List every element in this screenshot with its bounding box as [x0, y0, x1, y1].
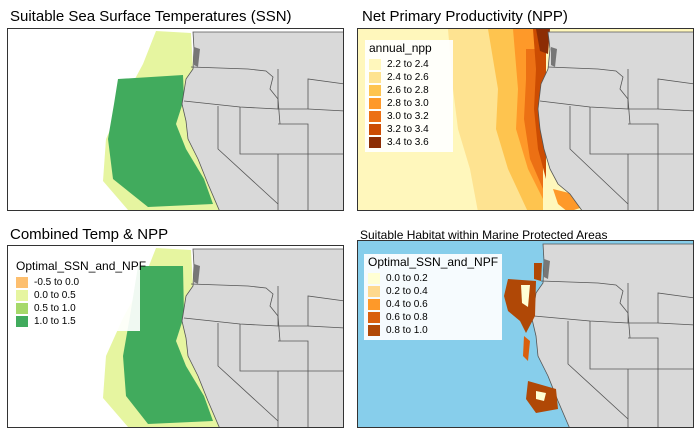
- legend-item: 3.4 to 3.6: [369, 136, 449, 149]
- ssn-panel-title: Suitable Sea Surface Temperatures (SSN): [10, 8, 292, 25]
- land-mass: [531, 243, 693, 427]
- legend-item: 0.6 to 0.8: [368, 311, 498, 324]
- legend-label: 0.0 to 0.2: [386, 273, 428, 284]
- mpa-habitat-light: [521, 285, 530, 307]
- legend-label: 2.8 to 3.0: [387, 98, 429, 109]
- legend-label: 0.4 to 0.6: [386, 299, 428, 310]
- legend-label: 0.2 to 0.4: [386, 286, 428, 297]
- npp-class-7: [536, 29, 550, 54]
- legend-item: 2.4 to 2.6: [369, 71, 449, 84]
- legend-item: 1.0 to 1.5: [16, 315, 136, 328]
- puget-sound-islands: [544, 259, 550, 279]
- land-mass: [181, 31, 343, 210]
- legend-item: -0.5 to 0.0: [16, 276, 136, 289]
- legend-label: 0.6 to 0.8: [386, 312, 428, 323]
- combined-panel-title: Combined Temp & NPP: [10, 226, 169, 243]
- state-borders: [183, 283, 343, 427]
- legend-item: 0.2 to 0.4: [368, 285, 498, 298]
- legend-swatch: [16, 290, 28, 301]
- legend-label: 0.8 to 1.0: [386, 325, 428, 336]
- legend-swatch: [369, 124, 381, 135]
- legend-rows: -0.5 to 0.0 0.0 to 0.5 0.5 to 1.0 1.0 to 1.…: [16, 276, 136, 328]
- mpa-panel-title: Suitable Habitat within Marine Protected…: [360, 228, 608, 242]
- ssn-map: [7, 28, 344, 211]
- legend-item: 3.2 to 3.4: [369, 123, 449, 136]
- legend-item: 0.0 to 0.5: [16, 289, 136, 302]
- legend-swatch: [16, 303, 28, 314]
- legend-item: 0.0 to 0.2: [368, 272, 498, 285]
- legend-swatch: [369, 72, 381, 83]
- legend-item: 2.2 to 2.4: [369, 58, 449, 71]
- legend-item: 0.4 to 0.6: [368, 298, 498, 311]
- puget-sound-islands: [194, 47, 200, 67]
- land-mass: [181, 248, 343, 427]
- legend-swatch: [368, 312, 380, 323]
- legend-rows: 0.0 to 0.2 0.2 to 0.4 0.4 to 0.6 0.6 to 0.8…: [368, 272, 498, 337]
- state-borders: [533, 280, 693, 427]
- legend-label: 1.0 to 1.5: [34, 316, 76, 327]
- legend-label: 2.4 to 2.6: [387, 72, 429, 83]
- state-borders: [183, 66, 343, 210]
- legend-item: 0.5 to 1.0: [16, 302, 136, 315]
- legend-title: Optimal_SSN_and_NPF: [16, 259, 147, 273]
- legend-label: -0.5 to 0.0: [34, 277, 80, 288]
- legend-swatch: [16, 316, 28, 327]
- puget-sound-islands: [194, 264, 200, 284]
- mpa-habitat-coastal: [523, 336, 530, 361]
- mpa-legend: Optimal_SSN_and_NPF 0.0 to 0.2 0.2 to 0.4…: [364, 254, 502, 340]
- land-mass: [537, 31, 693, 210]
- legend-item: 3.0 to 3.2: [369, 110, 449, 123]
- legend-swatch: [369, 59, 381, 70]
- legend-swatch: [368, 286, 380, 297]
- legend-swatch: [369, 137, 381, 148]
- combined-legend: Optimal_SSN_and_NPF -0.5 to 0.0 0.0 to 0.…: [12, 258, 147, 331]
- mpa-habitat-channel: [536, 391, 546, 401]
- legend-rows: 2.2 to 2.4 2.4 to 2.6 2.6 to 2.8 2.8 to 3.0…: [369, 58, 449, 149]
- legend-item: 0.8 to 1.0: [368, 324, 498, 337]
- legend-label: 0.0 to 0.5: [34, 290, 76, 301]
- legend-title: Optimal_SSN_and_NPF: [368, 255, 499, 269]
- npp-panel-title: Net Primary Productivity (NPP): [362, 8, 568, 25]
- npp-southern-bloom: [553, 189, 583, 210]
- legend-label: 0.5 to 1.0: [34, 303, 76, 314]
- legend-item: 2.8 to 3.0: [369, 97, 449, 110]
- legend-swatch: [369, 85, 381, 96]
- combined-map-svg: [8, 246, 343, 427]
- state-borders: [539, 66, 693, 210]
- mpa-habitat-north: [534, 263, 542, 281]
- legend-swatch: [369, 111, 381, 122]
- legend-swatch: [368, 299, 380, 310]
- legend-label: 3.4 to 3.6: [387, 137, 429, 148]
- legend-swatch: [369, 98, 381, 109]
- npp-legend: annual_npp 2.2 to 2.4 2.4 to 2.6 2.6 to 2.…: [365, 40, 453, 152]
- ssn-optimal-area: [108, 75, 213, 207]
- legend-swatch: [16, 277, 28, 288]
- legend-swatch: [368, 273, 380, 284]
- legend-swatch: [368, 325, 380, 336]
- legend-label: 3.0 to 3.2: [387, 111, 429, 122]
- legend-label: 3.2 to 3.4: [387, 124, 429, 135]
- puget-sound-islands: [551, 47, 557, 67]
- legend-title: annual_npp: [369, 41, 432, 55]
- legend-label: 2.2 to 2.4: [387, 59, 429, 70]
- ssn-map-svg: [8, 29, 343, 210]
- legend-label: 2.6 to 2.8: [387, 85, 429, 96]
- legend-item: 2.6 to 2.8: [369, 84, 449, 97]
- combined-map: [7, 245, 344, 428]
- combined-optimal-area: [123, 266, 213, 424]
